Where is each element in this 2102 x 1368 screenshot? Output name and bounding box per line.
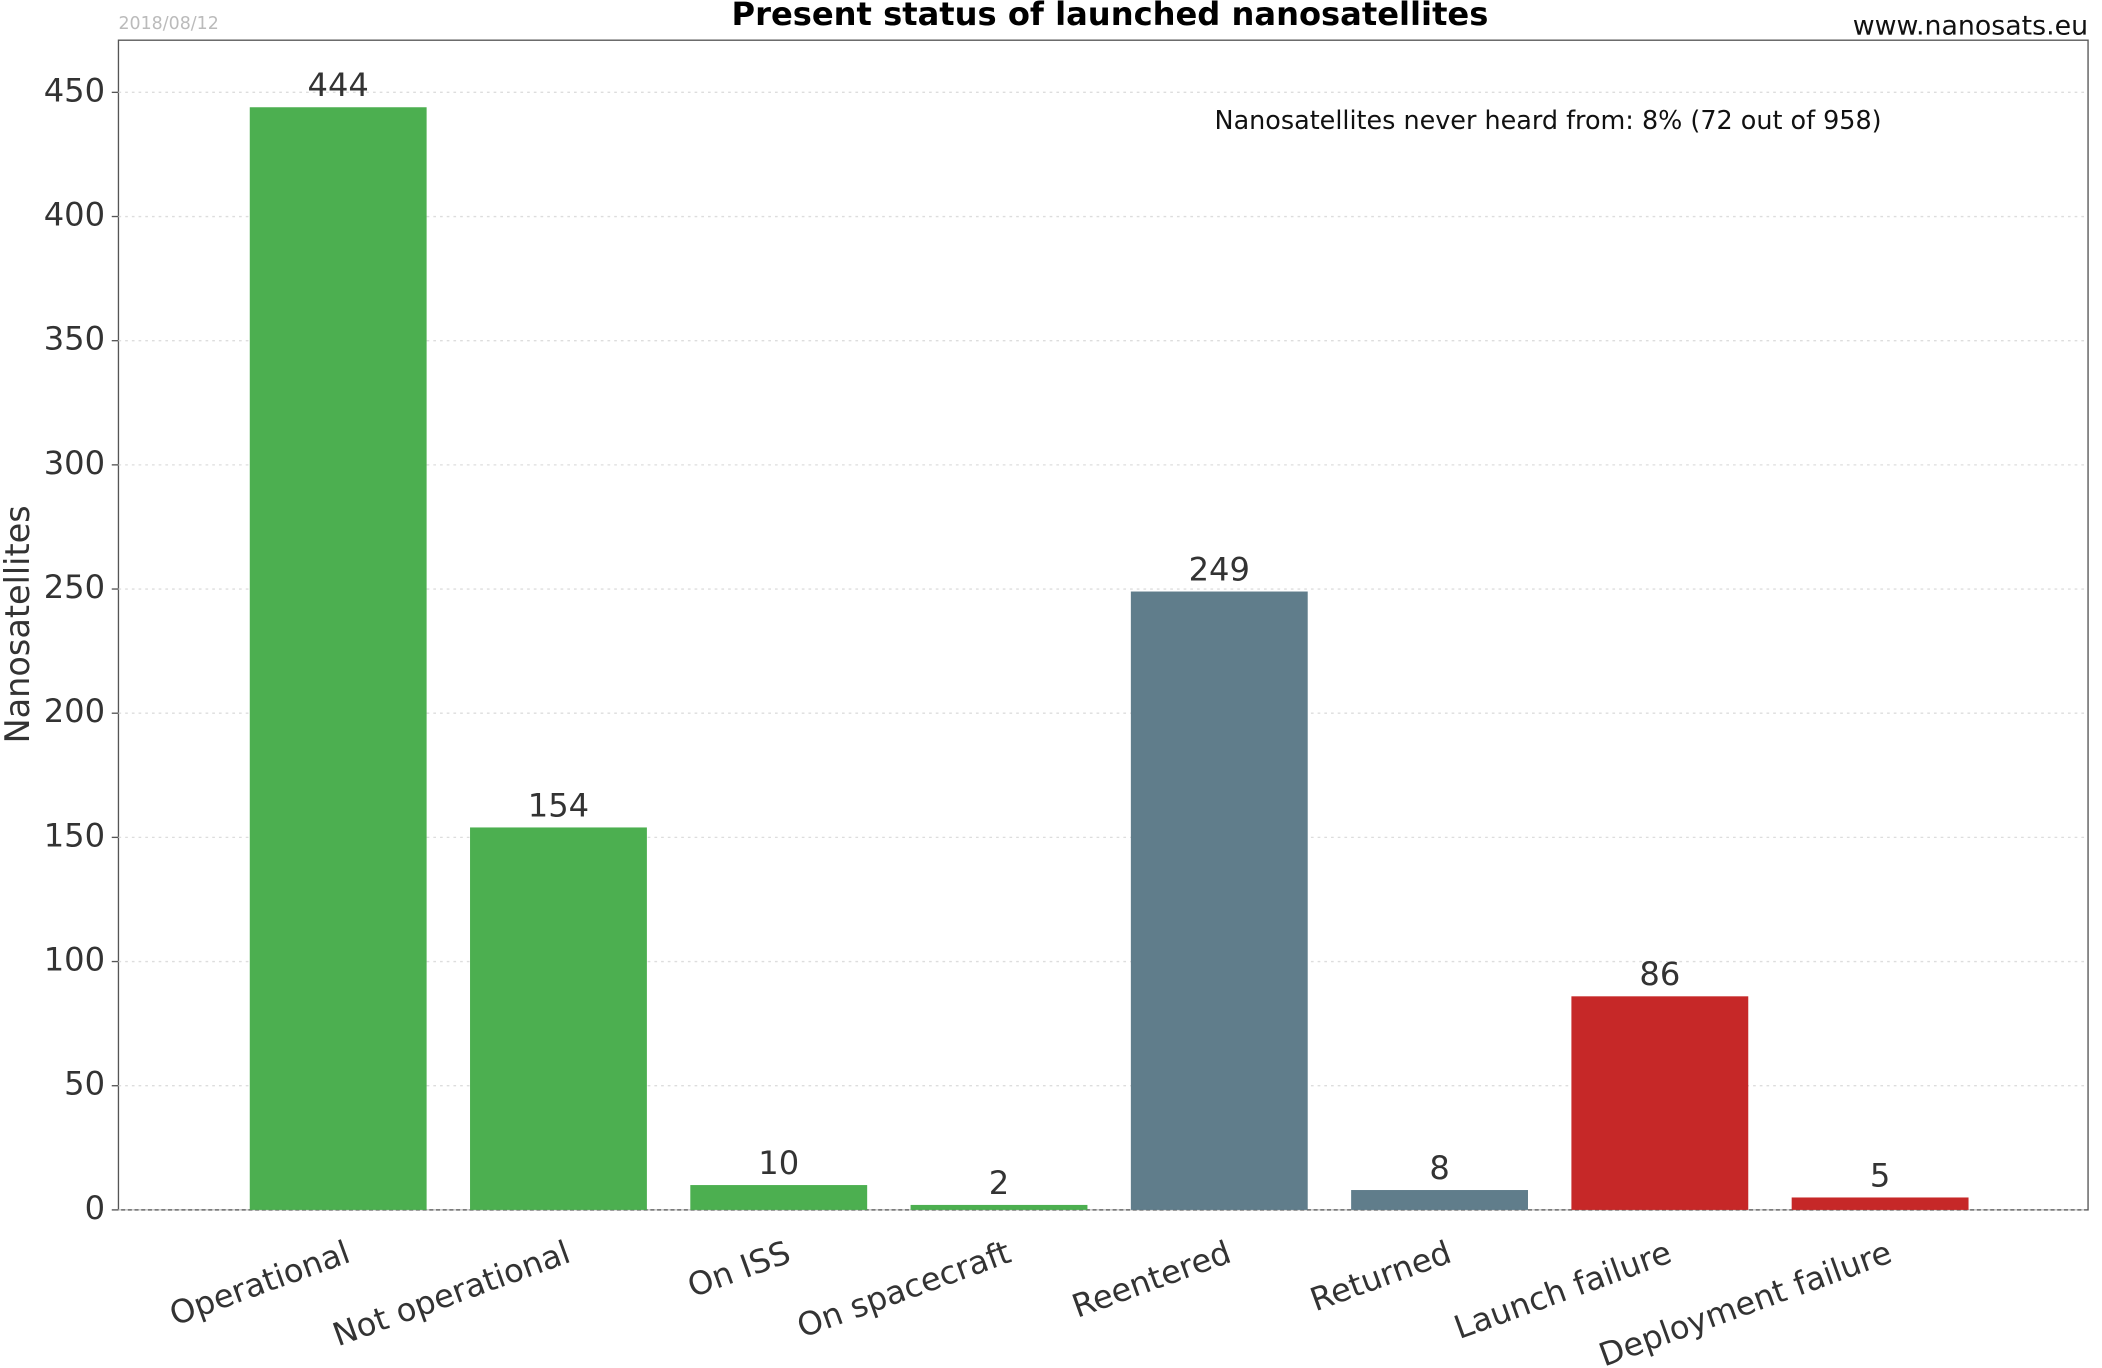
- y-tick-label: 150: [44, 816, 105, 854]
- x-tick-label: Not operational: [328, 1233, 575, 1354]
- x-tick-label: On ISS: [683, 1233, 796, 1305]
- bar: [910, 1204, 1088, 1210]
- x-tick-label: Operational: [165, 1233, 355, 1333]
- y-tick-label: 350: [44, 320, 105, 358]
- bar: [1791, 1197, 1969, 1210]
- y-tick-label: 300: [44, 444, 105, 482]
- date: 2018/08/12: [118, 14, 218, 34]
- data-label: 8: [1429, 1149, 1449, 1187]
- data-label: 5: [1870, 1156, 1890, 1194]
- x-tick-label: Reentered: [1067, 1233, 1236, 1325]
- data-label: 249: [1189, 550, 1250, 588]
- data-label: 10: [758, 1144, 799, 1182]
- bar: [470, 827, 647, 1210]
- data-label: 2: [989, 1164, 1009, 1202]
- y-tick-label: 200: [44, 692, 105, 730]
- bar: [1571, 996, 1749, 1210]
- y-tick-label: 450: [44, 71, 105, 109]
- y-axis-label: Nanosatellites: [0, 505, 37, 743]
- bar: [690, 1185, 868, 1210]
- x-tick-label: Returned: [1305, 1233, 1456, 1319]
- data-label: 86: [1639, 955, 1680, 993]
- source: www.nanosats.eu: [1853, 10, 2088, 41]
- chart-title: Present status of launched nanosatellite…: [732, 0, 1489, 33]
- y-tick-label: 100: [44, 941, 105, 979]
- y-tick-label: 250: [44, 568, 105, 606]
- y-tick-label: 0: [85, 1189, 105, 1227]
- annotation: Nanosatellites never heard from: 8% (72 …: [1215, 106, 1882, 136]
- data-label: 154: [528, 786, 589, 824]
- y-tick-label: 400: [44, 196, 105, 234]
- bar: [249, 107, 427, 1210]
- bar: [1351, 1190, 1528, 1210]
- bar: [1130, 591, 1308, 1210]
- x-tick-label: On spacecraft: [792, 1233, 1016, 1345]
- y-tick-label: 50: [64, 1065, 105, 1103]
- data-label: 444: [308, 66, 369, 104]
